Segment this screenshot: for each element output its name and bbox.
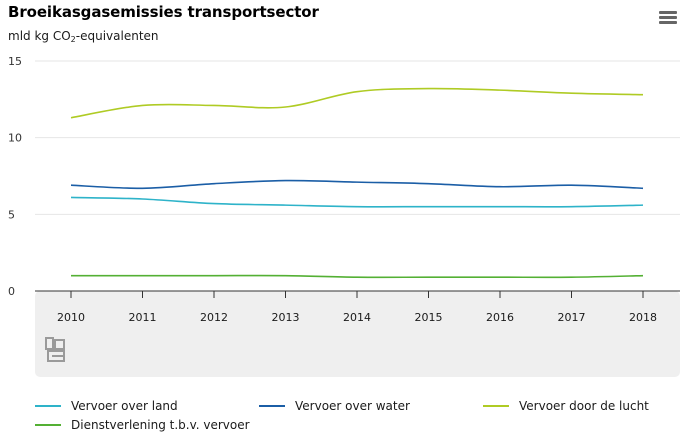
legend-swatch-dienst xyxy=(35,424,61,426)
data-point-water[interactable] xyxy=(140,185,146,191)
x-tick-label: 2016 xyxy=(486,311,514,324)
x-tick-label: 2010 xyxy=(57,311,85,324)
series-line-water[interactable] xyxy=(70,179,644,190)
logo-part xyxy=(45,337,54,350)
data-point-water[interactable] xyxy=(640,185,646,191)
data-point-land[interactable] xyxy=(283,202,289,208)
series-line-dienst[interactable] xyxy=(71,274,644,279)
data-point-lucht[interactable] xyxy=(283,104,289,110)
legend-label-dienst: Dienstverlening t.b.v. vervoer xyxy=(71,418,250,432)
x-tick-label: 2014 xyxy=(343,311,371,324)
data-point-dienst[interactable] xyxy=(140,273,146,279)
data-point-dienst[interactable] xyxy=(426,274,432,280)
legend-item-dienst[interactable]: Dienstverlening t.b.v. vervoer xyxy=(35,418,250,432)
y-tick-label: 0 xyxy=(8,285,15,298)
series-line-lucht[interactable] xyxy=(70,87,644,119)
x-tick-label: 2011 xyxy=(129,311,157,324)
data-point-land[interactable] xyxy=(211,201,217,207)
x-tick-label: 2015 xyxy=(415,311,443,324)
data-point-land[interactable] xyxy=(68,194,74,200)
legend-swatch-lucht xyxy=(483,405,509,407)
data-point-water[interactable] xyxy=(497,184,503,190)
data-point-dienst[interactable] xyxy=(68,273,74,279)
chart-title: Broeikasgasemissies transportsector xyxy=(8,3,319,21)
cbs-logo: cbs xyxy=(45,337,65,362)
y-axis-labels: 0 5 10 15 xyxy=(8,55,22,298)
data-point-land[interactable] xyxy=(497,204,503,210)
y-tick-label: 5 xyxy=(8,208,15,221)
legend-label-water: Vervoer over water xyxy=(295,399,410,413)
data-point-dienst[interactable] xyxy=(497,274,503,280)
x-axis: 2010 2011 2012 2013 2014 2015 2016 2017 2018 xyxy=(35,290,680,324)
data-point-water[interactable] xyxy=(68,182,74,188)
grid-lines xyxy=(35,60,680,215)
data-point-dienst[interactable] xyxy=(569,274,575,280)
legend-swatch-water xyxy=(259,405,285,407)
logo-part xyxy=(54,339,65,350)
x-tick-label: 2017 xyxy=(558,311,586,324)
legend-label-lucht: Vervoer door de lucht xyxy=(519,399,649,413)
data-point-lucht[interactable] xyxy=(569,90,575,96)
data-point-land[interactable] xyxy=(140,196,146,202)
data-point-dienst[interactable] xyxy=(211,273,217,279)
subtitle-suffix: -equivalenten xyxy=(75,29,159,43)
data-point-lucht[interactable] xyxy=(140,102,146,108)
data-point-water[interactable] xyxy=(283,178,289,184)
data-point-lucht[interactable] xyxy=(640,92,646,98)
data-point-land[interactable] xyxy=(426,204,432,210)
data-point-water[interactable] xyxy=(354,179,360,185)
series-lines xyxy=(68,86,646,280)
legend-swatch-land xyxy=(35,405,61,407)
y-tick-label: 15 xyxy=(8,55,22,68)
subtitle-unit: mld kg CO xyxy=(8,29,71,43)
menu-icon[interactable] xyxy=(659,11,677,27)
data-point-lucht[interactable] xyxy=(426,86,432,92)
data-point-lucht[interactable] xyxy=(354,89,360,95)
legend-label-land: Vervoer over land xyxy=(71,399,178,413)
x-tick-label: 2012 xyxy=(200,311,228,324)
legend: Vervoer over land Vervoer over water Ver… xyxy=(0,396,687,434)
menu-icon-bar xyxy=(659,21,677,24)
x-tick-label: 2013 xyxy=(272,311,300,324)
data-point-water[interactable] xyxy=(211,181,217,187)
data-point-lucht[interactable] xyxy=(497,87,503,93)
legend-item-land[interactable]: Vervoer over land xyxy=(35,399,178,413)
data-point-water[interactable] xyxy=(569,182,575,188)
menu-icon-bar xyxy=(659,16,677,19)
subtitle-subscript: 2 xyxy=(70,35,76,44)
data-point-land[interactable] xyxy=(354,204,360,210)
y-tick-label: 10 xyxy=(8,132,22,145)
data-point-water[interactable] xyxy=(426,181,432,187)
data-point-land[interactable] xyxy=(569,204,575,210)
legend-item-water[interactable]: Vervoer over water xyxy=(259,399,410,413)
menu-icon-bar xyxy=(659,11,677,14)
data-point-land[interactable] xyxy=(640,202,646,208)
series-line-land[interactable] xyxy=(70,196,644,208)
data-point-lucht[interactable] xyxy=(211,102,217,108)
plot-bottom-panel xyxy=(35,291,680,377)
data-point-dienst[interactable] xyxy=(354,274,360,280)
chart-subtitle: mld kg CO2-equivalenten xyxy=(8,29,159,44)
data-point-dienst[interactable] xyxy=(283,273,289,279)
data-point-lucht[interactable] xyxy=(68,115,74,121)
data-point-dienst[interactable] xyxy=(640,273,646,279)
legend-item-lucht[interactable]: Vervoer door de lucht xyxy=(483,399,649,413)
x-tick-label: 2018 xyxy=(629,311,657,324)
